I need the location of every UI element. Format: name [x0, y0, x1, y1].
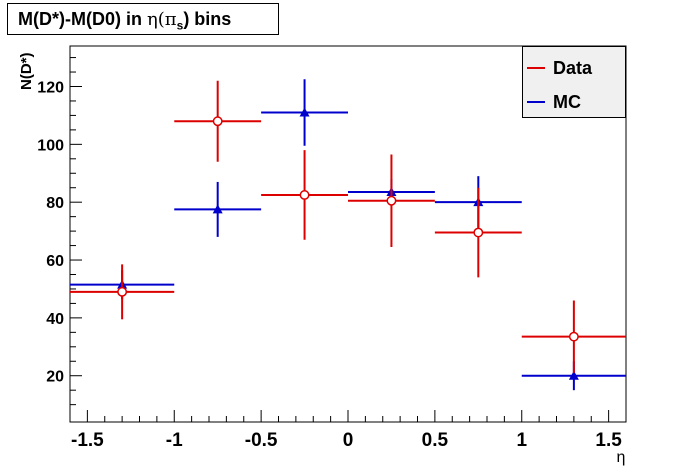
data-point	[212, 116, 223, 127]
data-point	[212, 204, 223, 214]
legend-swatch-mc	[527, 101, 545, 103]
y-tick-label: 120	[37, 79, 64, 96]
y-tick-label: 100	[37, 137, 64, 154]
legend-label-mc: MC	[553, 92, 581, 112]
x-tick-label: -1	[166, 430, 183, 451]
chart-marks	[70, 79, 626, 391]
series-mc	[70, 79, 626, 391]
y-axis-label: N(D*)	[18, 53, 35, 91]
data-point	[299, 107, 310, 117]
chart-title-subscript: s	[176, 18, 184, 33]
x-tick-label: 0.5	[422, 430, 449, 451]
data-point	[117, 286, 128, 297]
chart-title: M(D*)-M(D0) in η(πs) bins	[7, 3, 279, 35]
legend-entry-mc: MC	[523, 87, 625, 117]
data-point	[386, 195, 397, 206]
x-tick-label: 1.5	[595, 430, 622, 451]
data-point	[473, 227, 484, 238]
axes: -1.5 -1 -0.5 0 0.5 1 1.5 20 40 60 80 100 120	[37, 45, 627, 451]
y-tick-label: 20	[46, 369, 64, 386]
chart-title-end: ) bins	[183, 9, 232, 29]
data-point	[299, 190, 310, 200]
data-point	[568, 370, 579, 380]
x-tick-label: 0	[343, 430, 354, 451]
y-tick-label: 80	[46, 195, 64, 212]
x-axis-label: η	[617, 449, 626, 466]
x-tick-label: -0.5	[245, 430, 278, 451]
legend: Data MC	[522, 46, 626, 118]
y-tick-label: 40	[46, 311, 64, 328]
series-data	[70, 80, 626, 373]
y-tick-label: 60	[46, 253, 64, 270]
legend-label-data: Data	[553, 58, 593, 78]
legend-entry-data: Data	[523, 53, 625, 83]
x-tick-label: 1	[516, 430, 527, 451]
data-point	[568, 331, 579, 342]
chart-title-main: M(D*)-M(D0) in	[18, 9, 147, 29]
chart-title-eta: η(π	[146, 9, 177, 30]
x-tick-label: -1.5	[71, 430, 104, 451]
legend-swatch-data	[527, 67, 545, 69]
